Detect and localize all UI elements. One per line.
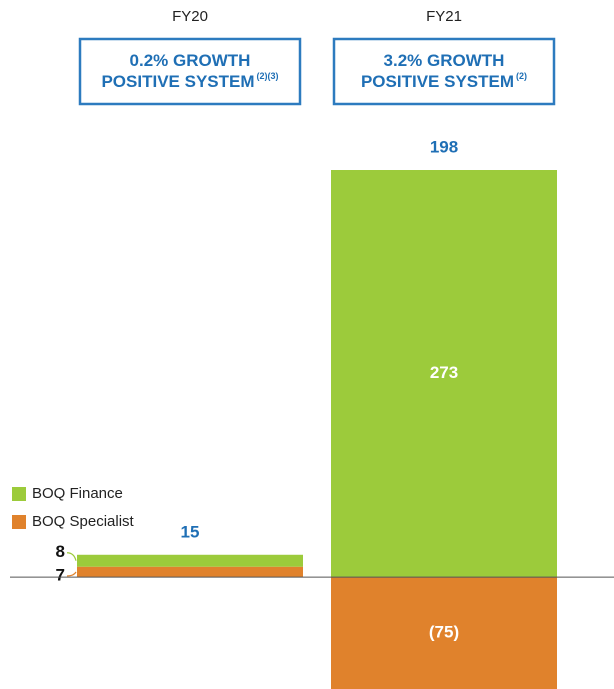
data-label: 7 <box>56 565 65 584</box>
annotation-note: (2)(3) <box>257 71 279 81</box>
category-label: FY21 <box>426 8 462 25</box>
annotation-note: (2) <box>516 71 527 81</box>
annotation-line: POSITIVE SYSTEM <box>361 72 514 91</box>
bar-segment <box>77 566 303 578</box>
annotation-line: 0.2% GROWTH <box>130 51 251 70</box>
annotation-text: 3.2% GROWTH <box>384 51 505 70</box>
legend-label: BOQ Specialist <box>32 513 135 530</box>
annotation-line: POSITIVE SYSTEM <box>101 72 254 91</box>
annotation-text: POSITIVE SYSTEM (2) <box>361 71 527 91</box>
annotation-text: 0.2% GROWTH <box>130 51 251 70</box>
total-label: 198 <box>430 137 458 156</box>
annotation-box <box>332 37 556 106</box>
data-label: (75) <box>429 623 459 642</box>
bar-segment <box>331 170 557 578</box>
legend-label: BOQ Finance <box>32 485 123 502</box>
annotation-box <box>78 37 302 106</box>
bar-segment <box>331 577 557 689</box>
label-connector <box>66 552 77 561</box>
legend-swatch <box>12 515 26 529</box>
legend-swatch <box>12 487 26 501</box>
annotation-line: 3.2% GROWTH <box>384 51 505 70</box>
data-label: 273 <box>430 363 458 382</box>
category-label: FY20 <box>172 8 208 25</box>
total-label: 15 <box>181 522 200 541</box>
annotation-text: POSITIVE SYSTEM (2)(3) <box>101 71 278 91</box>
label-connector <box>66 571 77 577</box>
data-label: 8 <box>56 542 65 561</box>
bar-segment <box>77 554 303 567</box>
